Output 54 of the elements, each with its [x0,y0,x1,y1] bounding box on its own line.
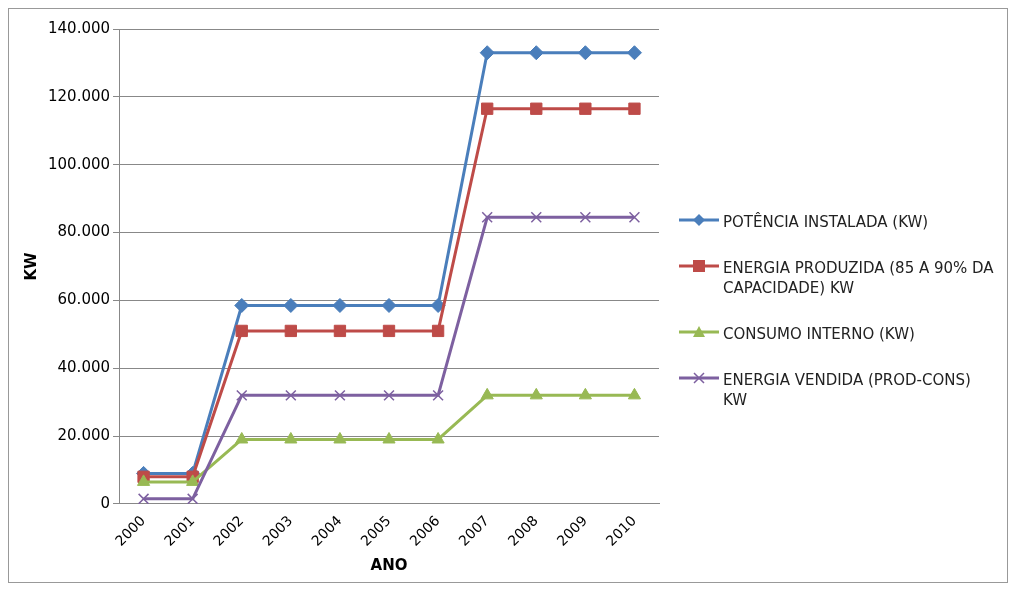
point [137,493,150,504]
point [530,211,542,223]
point [137,474,151,486]
point [381,297,397,313]
point [186,474,200,486]
y-tick-label: 80.000 [57,222,111,241]
point [382,431,396,444]
point [627,387,642,400]
point [283,297,299,313]
point [284,324,297,338]
y-tick-label: 140.000 [48,18,111,37]
point [382,324,396,338]
point [431,431,445,444]
point [578,387,592,400]
point [479,45,495,61]
y-axis-title: KW [21,251,40,281]
point [333,324,347,338]
point [430,297,446,313]
point [186,493,199,504]
legend-label: POTÊNCIA INSTALADA (KW) [723,211,929,232]
point [234,297,250,313]
point [530,102,543,115]
point [528,45,544,61]
point [579,102,592,115]
point [577,45,593,61]
point [236,389,248,402]
point [383,389,395,402]
point [332,297,348,313]
point [480,387,494,400]
point [334,389,346,402]
point [432,389,444,402]
point [628,102,641,115]
point [333,431,347,444]
point [285,389,297,402]
point [235,431,249,444]
point [284,431,298,444]
point [481,211,493,223]
point [529,387,543,400]
y-tick-label: 0 [100,493,111,512]
y-tick-label: 60.000 [57,290,111,309]
point [481,102,494,115]
y-tick-label: 20.000 [57,425,111,444]
point [235,324,248,338]
x-axis-title: ANO [370,555,408,574]
point [628,211,641,223]
legend-label: ENERGIA PRODUZIDA (85 A 90% DA CAPACIDADE) KW [723,257,995,298]
legend-label: ENERGIA VENDIDA (PROD-CONS) KW [723,369,972,410]
point [626,45,642,61]
legend-label: CONSUMO INTERNO (KW) [723,323,915,344]
point [431,324,445,338]
y-tick-label: 120.000 [48,86,111,105]
point [579,211,592,223]
y-tick-label: 40.000 [57,358,111,377]
y-tick-label: 100.000 [48,154,111,173]
